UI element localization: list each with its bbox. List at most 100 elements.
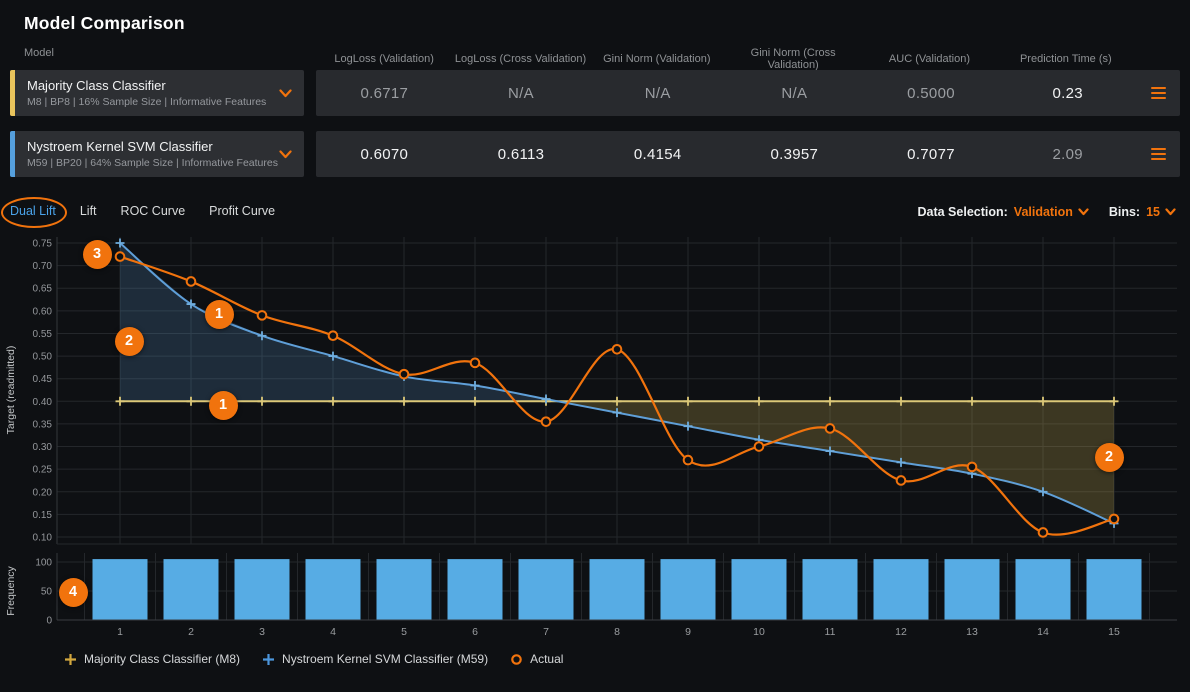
column-header-logloss-validation: LogLoss (Validation) — [334, 53, 434, 65]
model-selector-majority-class[interactable]: Majority Class Classifier M8 | BP8 | 16%… — [10, 70, 304, 116]
metric-value: N/A — [508, 84, 534, 102]
freq-bar[interactable] — [873, 559, 929, 620]
chart-tabs: Dual Lift Lift ROC Curve Profit Curve — [10, 204, 275, 218]
fill-svm-above-baseline — [120, 243, 558, 402]
marker-actual-circle — [540, 416, 552, 427]
freq-bar[interactable] — [234, 559, 290, 620]
chart-controls: Data Selection: Validation Bins: 15 — [917, 205, 1176, 219]
x-tick-label: 2 — [188, 626, 194, 638]
y-tick-label: 0.65 — [33, 284, 53, 295]
legend-label: Actual — [530, 652, 564, 666]
freq-bar[interactable] — [944, 559, 1000, 620]
model-selector-nystroem-svm[interactable]: Nystroem Kernel SVM Classifier M59 | BP2… — [10, 131, 304, 177]
row-menu-icon[interactable] — [1136, 147, 1180, 161]
marker-svm-plus — [896, 457, 906, 467]
freq-bar[interactable] — [589, 559, 645, 620]
marker-actual-circle — [1037, 527, 1049, 538]
marker-svm-plus — [541, 394, 551, 404]
x-tick-label: 12 — [895, 626, 907, 638]
x-tick-label: 7 — [543, 626, 549, 638]
freq-bar[interactable] — [802, 559, 858, 620]
y-tick-label: 0.45 — [33, 374, 53, 385]
metric-value: 0.3957 — [770, 145, 819, 163]
fill-svm-below-baseline — [557, 401, 1114, 524]
model-name: Majority Class Classifier — [27, 78, 166, 93]
legend-item[interactable]: Actual — [510, 652, 563, 666]
freq-y-tick-label: 50 — [41, 587, 53, 598]
annotation-badge-2: 2 — [114, 326, 144, 356]
marker-actual-circle — [398, 368, 410, 380]
x-tick-label: 11 — [825, 626, 836, 638]
x-tick-label: 10 — [753, 626, 765, 638]
metric-value: 0.7077 — [907, 145, 955, 163]
marker-actual-circle — [256, 310, 268, 321]
chevron-down-icon[interactable] — [279, 88, 292, 98]
legend-plus-icon — [65, 653, 76, 665]
freq-bar[interactable] — [518, 559, 574, 620]
bins-dropdown[interactable]: 15 — [1146, 205, 1176, 219]
freq-bar[interactable] — [1086, 559, 1142, 620]
y-tick-label: 0.50 — [33, 352, 53, 363]
x-tick-label: 14 — [1037, 626, 1049, 638]
freq-bar[interactable] — [731, 559, 787, 620]
page-title: Model Comparison — [24, 13, 185, 33]
legend-label: Majority Class Classifier (M8) — [84, 652, 241, 666]
freq-bar[interactable] — [92, 559, 148, 620]
tab-lift[interactable]: Lift — [79, 204, 97, 218]
metric-value: 0.4154 — [633, 145, 682, 163]
marker-svm-plus — [470, 380, 480, 390]
marker-actual-circle — [611, 343, 623, 355]
marker-majority-plus — [1038, 396, 1048, 406]
freq-bar[interactable] — [376, 559, 432, 620]
marker-majority-plus — [399, 396, 409, 406]
y-tick-label: 0.40 — [33, 397, 53, 408]
freq-bar[interactable] — [163, 559, 219, 620]
marker-actual-circle — [469, 357, 481, 369]
freq-y-axis-title: Frequency — [5, 565, 17, 615]
x-tick-label: 13 — [966, 626, 978, 638]
freq-bar[interactable] — [660, 559, 716, 620]
metric-value: 0.5000 — [907, 84, 955, 102]
x-tick-label: 9 — [685, 626, 691, 638]
chevron-down-icon — [1078, 208, 1089, 216]
tab-profit-curve[interactable]: Profit Curve — [209, 204, 276, 218]
metric-value: N/A — [781, 84, 808, 102]
marker-svm-plus — [1038, 487, 1048, 497]
x-tick-label: 1 — [117, 626, 123, 638]
freq-bar[interactable] — [1015, 559, 1071, 620]
marker-majority-plus — [257, 396, 267, 406]
marker-actual-circle — [895, 475, 907, 486]
marker-svm-plus — [328, 351, 338, 361]
data-selection-dropdown[interactable]: Validation — [1014, 205, 1089, 219]
marker-actual-circle — [824, 423, 836, 434]
marker-majority-plus — [754, 396, 764, 406]
column-header-gini-norm-validation: Gini Norm (Validation) — [603, 53, 711, 65]
model-card-text: Nystroem Kernel SVM Classifier M59 | BP2… — [27, 139, 278, 169]
marker-majority-plus — [612, 396, 622, 406]
freq-bar[interactable] — [447, 559, 503, 620]
metric-value: 0.6113 — [497, 145, 545, 163]
dual-lift-chart[interactable]: 0.75 0.70 0.65 0.60 0.55 0.50 0.45 0.40 0.35 0.30… — [0, 237, 1190, 647]
annotation-badge-2: 2 — [1094, 442, 1124, 472]
y-tick-label: 0.10 — [33, 533, 53, 544]
table-row: Majority Class Classifier M8 | BP8 | 16%… — [10, 70, 1180, 116]
y-tick-label: 0.70 — [33, 261, 53, 272]
legend-item[interactable]: Majority Class Classifier (M8) — [64, 652, 240, 666]
tab-dual-lift[interactable]: Dual Lift — [10, 204, 56, 218]
table-row: Nystroem Kernel SVM Classifier M59 | BP2… — [10, 131, 1180, 177]
column-header-logloss-cross-validation: LogLoss (Cross Validation) — [454, 53, 587, 65]
legend-item[interactable]: Nystroem Kernel SVM Classifier (M59) — [262, 652, 488, 666]
row-menu-icon[interactable] — [1136, 86, 1180, 100]
tab-roc-curve[interactable]: ROC Curve — [120, 204, 186, 218]
marker-majority-plus — [328, 396, 338, 406]
column-header-prediction-time: Prediction Time (s) — [1019, 53, 1112, 65]
marker-svm-plus — [257, 331, 267, 341]
marker-majority-plus — [186, 396, 196, 406]
metric-values-row: 0.6070 0.6113 0.4154 0.3957 0.7077 2.09 — [316, 131, 1180, 177]
marker-actual-circle — [966, 461, 978, 473]
chevron-down-icon[interactable] — [279, 149, 292, 159]
chart-legend: Majority Class Classifier (M8) Nystroem K… — [64, 652, 563, 666]
model-name: Nystroem Kernel SVM Classifier — [27, 139, 213, 154]
freq-bar[interactable] — [305, 559, 361, 620]
